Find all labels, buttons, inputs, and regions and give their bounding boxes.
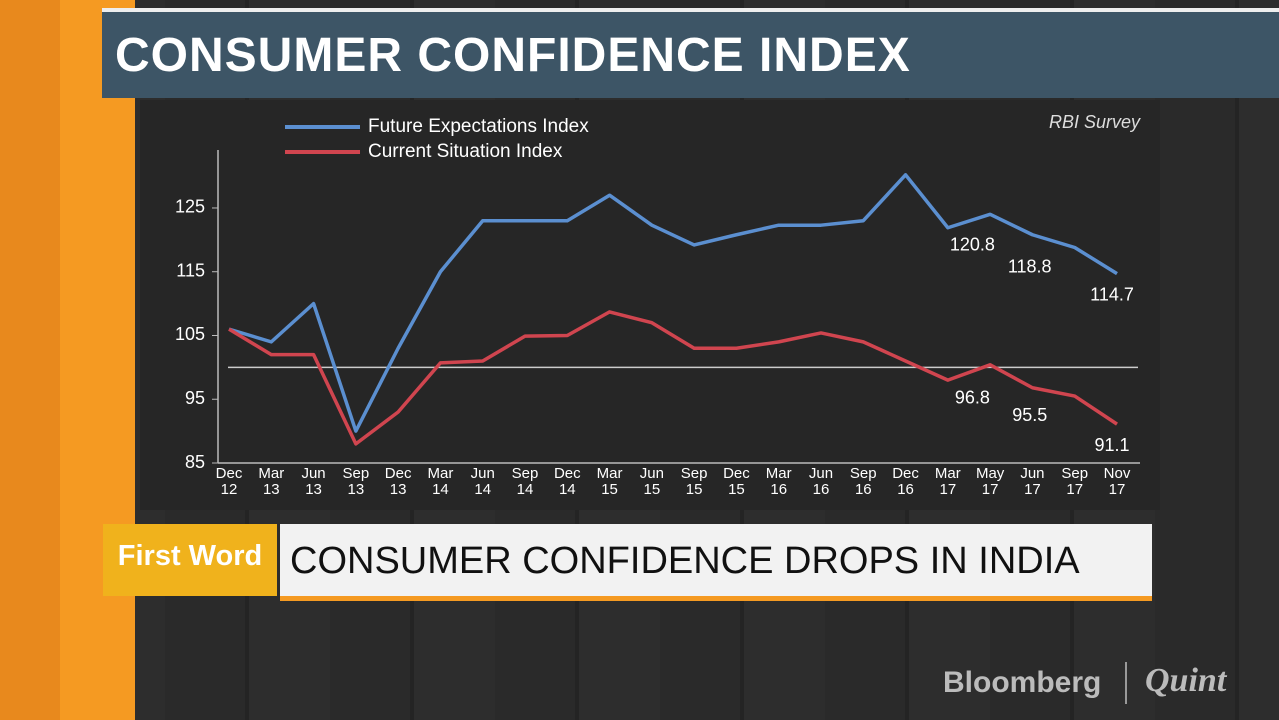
x-tick-label: Dec 12 — [215, 465, 243, 498]
x-tick-label: Sep 15 — [680, 465, 708, 498]
legend-label: Future Expectations Index — [368, 116, 589, 137]
value-label: 120.8 — [950, 235, 995, 255]
value-label: 118.8 — [1008, 256, 1052, 276]
x-tick-label: Jun 15 — [639, 465, 664, 498]
value-label: 96.8 — [955, 388, 990, 408]
x-tick-label: Jun 13 — [301, 465, 326, 498]
title-bar — [102, 12, 1279, 98]
series-line — [228, 310, 1118, 446]
x-tick-label: Sep 17 — [1061, 465, 1089, 498]
x-tick-label: Dec 13 — [384, 465, 412, 498]
brand-divider — [1125, 662, 1127, 704]
brand-right: Quint — [1145, 662, 1227, 699]
ticker-headline: CONSUMER CONFIDENCE DROPS IN INDIA — [290, 540, 1080, 582]
y-tick-label: 95 — [185, 388, 205, 408]
x-tick-label: Dec 16 — [892, 465, 919, 498]
legend-label: Current Situation Index — [368, 141, 563, 162]
y-tick-label: 115 — [176, 260, 205, 280]
x-tick-label: Mar 17 — [934, 465, 961, 498]
y-tick-label: 105 — [175, 324, 205, 344]
x-tick-label: Jun 17 — [1020, 465, 1045, 498]
x-tick-label: Mar 15 — [596, 465, 623, 498]
top-rule — [102, 8, 1279, 12]
x-tick-label: Jun 14 — [470, 465, 495, 498]
source: RBI Survey — [1049, 112, 1141, 132]
x-tick-label: Sep 14 — [511, 465, 539, 498]
brand-left: Bloomberg — [943, 666, 1102, 699]
x-tick-label: Dec 15 — [723, 465, 750, 498]
ticker-tag-box — [103, 524, 277, 596]
y-tick-label: 85 — [185, 452, 205, 472]
value-label: 114.7 — [1090, 284, 1134, 304]
value-label: 91.1 — [1094, 435, 1129, 455]
value-label: 95.5 — [1012, 405, 1047, 425]
x-tick-label: Mar 13 — [258, 465, 285, 498]
x-tick-label: Jun 16 — [808, 465, 834, 498]
x-tick-label: Dec 14 — [553, 465, 581, 498]
x-tick-label: Sep 16 — [849, 465, 877, 498]
x-tick-label: Sep 13 — [342, 465, 370, 498]
x-tick-label: Mar 16 — [765, 465, 792, 498]
x-tick-label: Nov 17 — [1103, 465, 1131, 498]
ticker-box — [280, 524, 1152, 601]
orange-strip — [0, 0, 60, 720]
ticker-tag: First Word — [117, 540, 263, 572]
y-tick-label: 125 — [175, 197, 205, 217]
series-line — [228, 173, 1118, 433]
chart-title: CONSUMER CONFIDENCE INDEX — [115, 29, 911, 82]
orange-strip — [60, 0, 135, 720]
x-tick-label: May 17 — [975, 465, 1005, 498]
x-tick-label: Mar 14 — [427, 465, 454, 498]
